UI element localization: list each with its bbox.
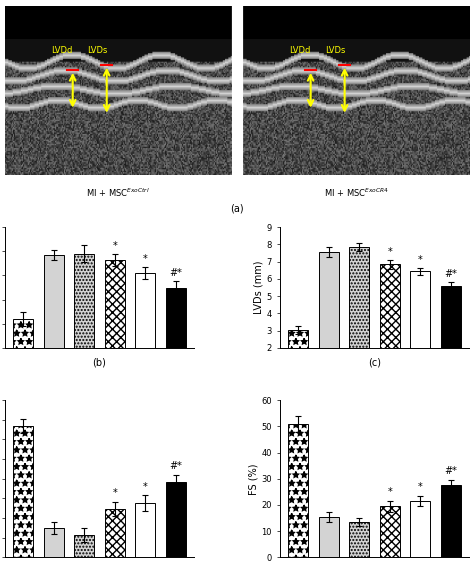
Text: (c): (c) — [368, 358, 381, 368]
Text: #*: #* — [445, 269, 457, 279]
Bar — [410, 501, 430, 557]
Bar — [288, 424, 308, 557]
Text: *: * — [418, 482, 423, 492]
Text: #*: #* — [445, 466, 457, 476]
Text: LVDs: LVDs — [325, 46, 346, 55]
Bar — [166, 482, 186, 563]
Bar — [380, 506, 400, 557]
Y-axis label: LVDs (mm): LVDs (mm) — [254, 261, 264, 314]
Bar — [136, 273, 155, 469]
Bar — [74, 535, 94, 563]
Text: #*: #* — [170, 461, 182, 471]
Bar — [319, 517, 338, 557]
Text: MI + MSC$^{ExoCR4}$: MI + MSC$^{ExoCR4}$ — [324, 186, 388, 199]
Bar — [105, 510, 125, 563]
Text: (b): (b) — [92, 358, 107, 368]
Text: MI + MSC$^{ExoCtrl}$: MI + MSC$^{ExoCtrl}$ — [86, 186, 150, 199]
Bar — [166, 288, 186, 469]
Text: *: * — [143, 254, 148, 264]
Bar — [44, 528, 64, 563]
Text: LVDs: LVDs — [88, 46, 108, 55]
Y-axis label: FS (%): FS (%) — [249, 463, 259, 494]
Bar — [105, 260, 125, 469]
Text: (a): (a) — [230, 203, 244, 213]
Text: LVDd: LVDd — [289, 46, 310, 55]
Text: LVDd: LVDd — [51, 46, 72, 55]
Bar — [349, 522, 369, 557]
Bar — [13, 426, 33, 563]
Text: *: * — [387, 487, 392, 497]
Bar — [13, 319, 33, 469]
Text: *: * — [387, 247, 392, 257]
Text: *: * — [143, 481, 148, 491]
Bar — [319, 252, 338, 382]
Text: *: * — [112, 489, 117, 498]
Bar — [349, 247, 369, 382]
Bar — [410, 271, 430, 382]
Bar — [380, 264, 400, 382]
Bar — [44, 255, 64, 469]
Text: *: * — [112, 240, 117, 251]
Bar — [136, 503, 155, 563]
Bar — [74, 254, 94, 469]
Bar — [441, 485, 461, 557]
Bar — [288, 330, 308, 382]
Bar — [441, 286, 461, 382]
Text: *: * — [418, 254, 423, 265]
Text: #*: #* — [170, 269, 182, 279]
